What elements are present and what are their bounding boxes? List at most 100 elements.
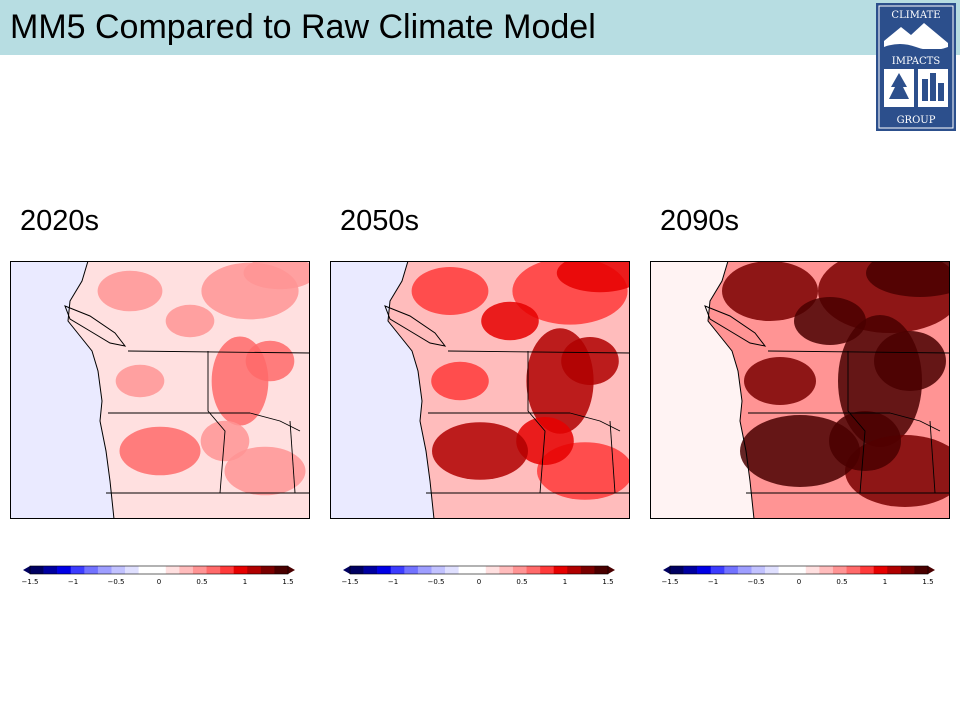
vancouver-island bbox=[64, 305, 127, 347]
colorbar-tick-label: 1 bbox=[563, 578, 567, 586]
colorbar-2020s: −1.5 −1 −0.5 0 0.5 1 1.5 bbox=[22, 565, 295, 586]
colorbar-segment bbox=[805, 566, 820, 574]
map-2050s bbox=[330, 261, 630, 519]
colorbar-segment bbox=[247, 566, 262, 574]
anomaly-region bbox=[556, 261, 630, 293]
colorbar-tick-label: 1 bbox=[883, 578, 887, 586]
colorbar-segment bbox=[220, 566, 234, 574]
colorbar-segment bbox=[553, 566, 568, 574]
slide-title: MM5 Compared to Raw Climate Model bbox=[10, 8, 596, 46]
anomaly-region bbox=[561, 337, 619, 385]
colorbar-segment bbox=[350, 566, 364, 574]
colorbar-segment bbox=[512, 566, 527, 574]
colorbar-tick-label: −0.5 bbox=[428, 578, 445, 586]
colorbar-segment bbox=[526, 566, 541, 574]
colorbar-tick-label: 0 bbox=[157, 578, 161, 586]
colorbar-segment bbox=[206, 566, 221, 574]
colorbar-tick-label: −1.5 bbox=[662, 578, 679, 586]
colorbar-segment bbox=[765, 566, 779, 574]
colorbar-segment bbox=[499, 566, 514, 574]
state-border bbox=[767, 350, 950, 354]
anomaly-region bbox=[794, 297, 866, 345]
colorbar-segment bbox=[458, 566, 473, 574]
anomaly-region bbox=[432, 422, 528, 480]
state-border bbox=[127, 350, 310, 354]
colorbar-frame bbox=[349, 565, 609, 575]
anomaly-region bbox=[245, 340, 295, 382]
colorbar-segment bbox=[683, 566, 698, 574]
colorbar-segment bbox=[152, 566, 167, 574]
map-frame bbox=[10, 261, 310, 519]
colorbar-tick-label: −1.5 bbox=[342, 578, 359, 586]
anomaly-region bbox=[874, 331, 946, 391]
ocean-shading bbox=[10, 261, 114, 519]
colorbar-tick-label: −0.5 bbox=[748, 578, 765, 586]
title-bar bbox=[0, 0, 960, 55]
colorbar-tick-label: 0 bbox=[797, 578, 801, 586]
colorbar-segment bbox=[97, 566, 112, 574]
state-border bbox=[889, 412, 941, 432]
colorbar-arrow-right bbox=[608, 566, 615, 574]
ocean-shading bbox=[650, 261, 754, 519]
anomaly-region bbox=[516, 417, 574, 465]
colorbar-segment bbox=[540, 566, 554, 574]
panel-label-2050s: 2050s bbox=[340, 205, 420, 237]
colorbar-segment bbox=[792, 566, 807, 574]
colorbar-tick-label: 0.5 bbox=[196, 578, 207, 586]
colorbar-segment bbox=[43, 566, 58, 574]
colorbar-frame bbox=[669, 565, 929, 575]
colorbar-segment bbox=[472, 566, 487, 574]
coastline bbox=[707, 261, 755, 519]
ocean-shading bbox=[330, 261, 434, 519]
colorbar-tick-label: 0 bbox=[477, 578, 481, 586]
colorbar-segment bbox=[445, 566, 459, 574]
panel-label-2090s: 2090s bbox=[660, 205, 740, 237]
colorbar-tick-label: −1.5 bbox=[22, 578, 39, 586]
svg-text:GROUP: GROUP bbox=[897, 115, 936, 126]
anomaly-region bbox=[744, 357, 816, 405]
colorbar-segment bbox=[580, 566, 595, 574]
anomaly-region bbox=[866, 261, 950, 297]
colorbar-segment bbox=[84, 566, 99, 574]
colorbar-arrow-right bbox=[288, 566, 295, 574]
colorbar-segment bbox=[431, 566, 446, 574]
colorbar-segment bbox=[233, 566, 248, 574]
state-border bbox=[207, 351, 226, 494]
colorbar-segment bbox=[846, 566, 861, 574]
colorbar-segment bbox=[57, 566, 72, 574]
anomaly-region bbox=[97, 270, 163, 312]
anomaly-region bbox=[224, 446, 306, 496]
map-frame bbox=[650, 261, 950, 519]
state-border bbox=[569, 412, 621, 432]
coastline bbox=[67, 261, 115, 519]
anomaly-region bbox=[431, 361, 489, 401]
colorbar-segment bbox=[710, 566, 725, 574]
colorbar-segment bbox=[594, 566, 609, 574]
anomaly-region bbox=[740, 415, 860, 487]
colorbar-arrow-left bbox=[23, 566, 30, 574]
colorbar-tick-label: 0.5 bbox=[516, 578, 527, 586]
vancouver-island bbox=[384, 305, 447, 347]
colorbar-segment bbox=[30, 566, 44, 574]
colorbar-tick-label: −0.5 bbox=[108, 578, 125, 586]
map-frame bbox=[330, 261, 630, 519]
state-border bbox=[249, 412, 301, 432]
svg-text:IMPACTS: IMPACTS bbox=[892, 56, 941, 67]
colorbar-segment bbox=[778, 566, 793, 574]
vancouver-island bbox=[704, 305, 767, 347]
colorbar-arrow-left bbox=[343, 566, 350, 574]
colorbar-tick-label: −1 bbox=[388, 578, 398, 586]
map-2020s bbox=[10, 261, 310, 519]
state-border bbox=[609, 420, 616, 494]
coastline bbox=[387, 261, 435, 519]
colorbar-segment bbox=[900, 566, 915, 574]
colorbar-segment bbox=[404, 566, 419, 574]
panel-label-2020s: 2020s bbox=[20, 205, 100, 237]
colorbar-segment bbox=[390, 566, 405, 574]
state-border bbox=[847, 351, 866, 494]
anomaly-region bbox=[165, 304, 215, 338]
anomaly-region bbox=[722, 261, 818, 321]
colorbar-tick-label: −1 bbox=[68, 578, 78, 586]
state-border bbox=[527, 351, 546, 494]
colorbar-arrow-left bbox=[663, 566, 670, 574]
